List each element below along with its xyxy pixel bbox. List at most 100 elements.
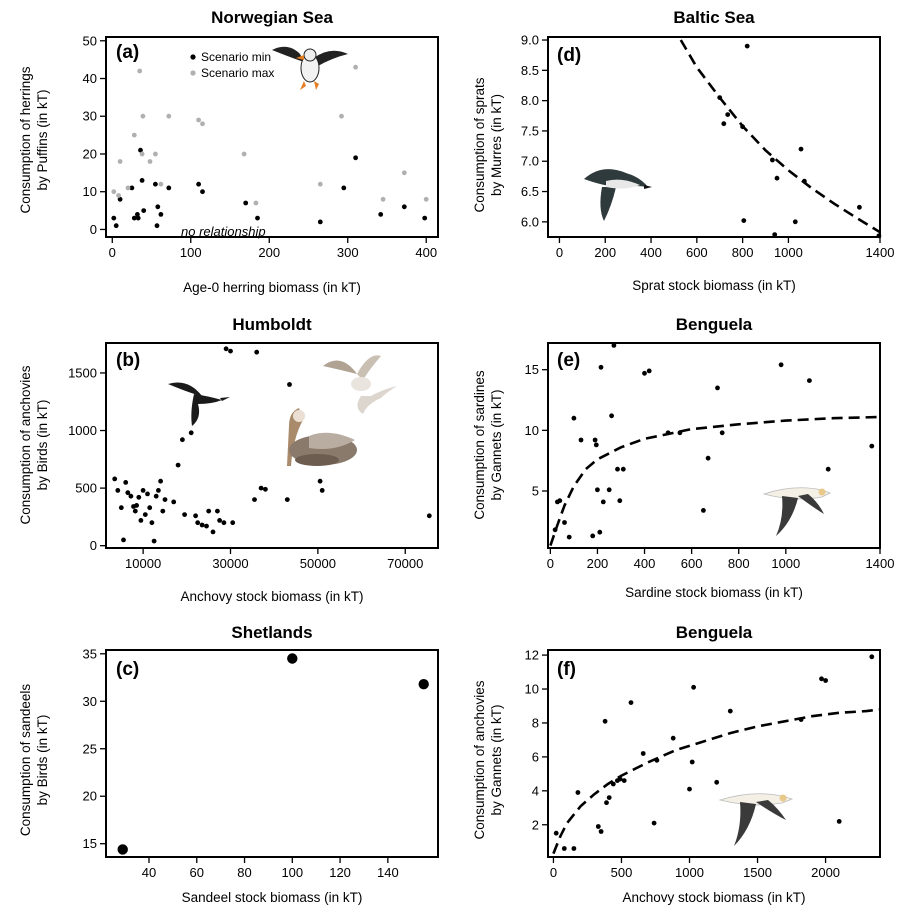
x-tick-label: 600	[686, 245, 708, 260]
x-tick-label: 500	[611, 865, 633, 880]
data-point	[418, 679, 429, 690]
panel-label: (a)	[116, 42, 139, 63]
data-point	[857, 204, 862, 210]
data-point	[552, 527, 558, 533]
panel-title: Baltic Sea	[673, 8, 755, 27]
data-point	[117, 196, 123, 202]
legend-swatch-max	[190, 70, 196, 76]
data-point	[598, 829, 604, 834]
plot-frame	[105, 36, 439, 238]
trend-line	[549, 415, 881, 547]
data-point	[116, 193, 121, 198]
data-point	[134, 503, 140, 508]
data-point	[147, 505, 153, 511]
data-point	[139, 151, 145, 157]
x-tick-label: 0	[109, 245, 116, 260]
y-tick-label: 15	[83, 836, 97, 851]
data-point	[593, 442, 599, 448]
y-tick-label: 30	[83, 109, 97, 124]
data-point	[155, 204, 161, 210]
data-point	[571, 846, 577, 851]
y-tick-label: 6	[532, 749, 539, 764]
data-point	[876, 233, 882, 239]
data-point	[254, 349, 260, 355]
data-point	[263, 486, 268, 492]
x-tick-label: 100	[281, 865, 303, 880]
data-point	[665, 430, 671, 436]
data-point	[154, 223, 160, 229]
cormorant-icon	[168, 382, 230, 426]
data-point	[175, 462, 181, 468]
legend-swatch-min	[190, 54, 196, 60]
data-point	[149, 520, 155, 526]
y-axis-label-line2: by Birds (in kT)	[35, 400, 50, 491]
data-point	[135, 215, 141, 221]
data-point	[600, 499, 606, 505]
y-tick-label: 4	[532, 783, 539, 798]
data-point	[258, 485, 264, 491]
data-point	[378, 212, 384, 217]
panel-title: Norwegian Sea	[211, 8, 333, 27]
y-axis-label-line2: by Birds (in kT)	[35, 715, 50, 806]
panel-label: (c)	[116, 659, 139, 680]
y-axis-label-line1: Consumption of herrings	[18, 66, 33, 213]
x-tick-label: 60	[190, 865, 204, 880]
data-point	[196, 117, 202, 123]
data-point	[188, 430, 194, 436]
data-point	[606, 795, 612, 800]
data-point	[180, 437, 185, 443]
data-point	[139, 178, 145, 183]
x-tick-label: 0	[547, 556, 554, 571]
panel-label: (f)	[557, 659, 576, 680]
data-point	[128, 493, 134, 499]
plot-frame	[105, 649, 439, 858]
data-point	[617, 498, 623, 504]
data-point	[770, 157, 775, 163]
data-point	[687, 786, 692, 792]
y-axis-label-line1: Consumption of sandeels	[18, 684, 33, 837]
trend-line	[679, 39, 881, 234]
legend-label-max: Scenario max	[201, 66, 274, 80]
data-point	[193, 513, 199, 519]
panel-label: (e)	[557, 350, 580, 371]
data-point	[819, 676, 824, 682]
data-point	[153, 493, 159, 499]
data-point	[317, 219, 323, 225]
data-point	[317, 181, 323, 187]
data-point	[111, 215, 117, 221]
data-point	[606, 487, 612, 493]
data-point	[131, 215, 137, 221]
y-tick-label: 10	[525, 682, 539, 697]
data-point	[252, 497, 257, 502]
data-point	[171, 499, 177, 505]
data-point	[571, 415, 577, 421]
x-tick-label: 80	[237, 865, 251, 880]
y-tick-label: 500	[75, 481, 97, 496]
y-tick-label: 8.0	[521, 93, 539, 108]
x-axis-label: Sprat stock biomass (in kT)	[632, 278, 796, 293]
data-point	[705, 455, 711, 461]
puffin-icon	[272, 46, 348, 90]
plot-frame	[547, 342, 881, 549]
data-point	[125, 185, 131, 191]
y-tick-label: 6.0	[521, 214, 539, 229]
y-tick-label: 40	[83, 71, 97, 86]
y-tick-label: 25	[83, 741, 97, 756]
x-tick-label: 1000	[774, 245, 803, 260]
legend: Scenario min Scenario max	[190, 50, 274, 80]
data-point	[140, 113, 146, 119]
data-point	[689, 759, 695, 765]
data-point	[620, 466, 626, 472]
data-point	[715, 385, 720, 391]
x-tick-label: 300	[337, 245, 359, 260]
data-point	[158, 181, 164, 187]
data-point	[339, 113, 344, 119]
data-point	[195, 520, 201, 526]
data-point	[210, 529, 216, 535]
data-point	[691, 684, 696, 690]
data-point	[401, 204, 407, 210]
data-point	[646, 368, 652, 374]
data-point	[741, 218, 747, 224]
data-point	[727, 708, 733, 714]
data-point	[123, 480, 129, 485]
